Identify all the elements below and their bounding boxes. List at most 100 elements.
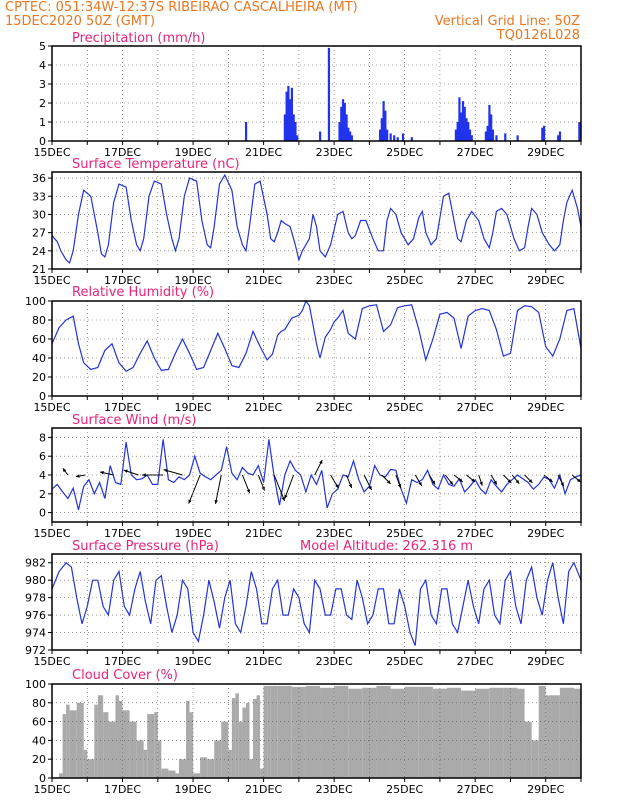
panel-title: Surface Pressure (hPa) [72, 539, 219, 554]
wind-arrowhead [548, 478, 553, 482]
x-tick-label: 21DEC [245, 783, 282, 796]
x-tick-label: 23DEC [316, 401, 353, 414]
cloud-bar [189, 712, 194, 778]
cloud-bar [376, 685, 391, 778]
precip-bar [542, 125, 546, 141]
y-tick-label: 21 [32, 263, 46, 276]
cloud-bar [193, 773, 201, 778]
cloud-bar [531, 740, 539, 778]
wind-arrow [215, 474, 222, 504]
cloud-bar [418, 686, 433, 778]
y-tick-label: 40 [32, 352, 46, 365]
precip-bar [380, 118, 383, 141]
cloud-bar [446, 687, 462, 778]
x-tick-label: 29DEC [527, 527, 564, 540]
wind-arrowhead [431, 480, 436, 485]
x-tick-label: 19DEC [175, 146, 212, 159]
y-tick-label: 976 [25, 609, 46, 622]
y-tick-label: 2 [39, 97, 46, 110]
cloud-bar [305, 685, 321, 778]
series-line [51, 173, 582, 264]
cloud-bar [122, 710, 130, 778]
cloud-bar [154, 712, 158, 778]
y-tick-label: 974 [25, 627, 46, 640]
cloud-bar [129, 721, 137, 778]
x-tick-label: 15DEC [33, 274, 70, 287]
cloud-bar [538, 685, 546, 778]
header-model-id: TQ0126L028 [496, 28, 580, 43]
cloud-bar [97, 695, 104, 778]
cloud-bar [267, 685, 271, 778]
cloud-bar [517, 688, 525, 778]
precip-bar [458, 97, 461, 141]
panel-frame [51, 171, 582, 270]
x-tick-label: 23DEC [316, 783, 353, 796]
precip-bar [319, 131, 322, 141]
series-line [51, 299, 582, 373]
precip-bar [558, 131, 562, 141]
cloud-bar [103, 712, 109, 778]
cloud-bar [348, 688, 363, 778]
cloud-bar [221, 721, 229, 778]
precip-bar [327, 47, 331, 141]
x-tick-label: 27DEC [457, 146, 494, 159]
panel-1: 21 24 27 30 33 36 15DEC 17DEC 19DEC 21DEC 23DEC 25D… [32, 157, 582, 287]
cloud-bar [524, 721, 532, 778]
y-tick-label: 1 [39, 116, 46, 129]
cloud-bar [200, 757, 208, 778]
precip-bar [340, 106, 343, 141]
cloud-bar [235, 693, 239, 778]
x-tick-label: 19DEC [175, 274, 212, 287]
panel-frame [51, 300, 582, 397]
cloud-bar [249, 759, 254, 778]
y-tick-label: 5 [39, 40, 46, 53]
precip-bar [495, 135, 498, 141]
wind-arrowhead [246, 489, 250, 494]
x-tick-label: 23DEC [316, 527, 353, 540]
panel-5: 0 20 40 60 80 100 15DEC 17DEC 19DEC 21DEC 23DEC 25D… [25, 668, 582, 796]
cloud-bar [404, 686, 419, 778]
precip-bar [345, 114, 348, 141]
cloud-bar [545, 695, 560, 778]
precip-bar [283, 114, 286, 141]
cloud-bar [263, 685, 268, 778]
precip-bar [491, 129, 495, 141]
x-tick-label: 23DEC [316, 655, 353, 668]
cloud-bar [168, 770, 176, 778]
y-tick-label: 27 [32, 227, 46, 240]
y-tick-label: 980 [25, 574, 46, 587]
precip-bar [401, 133, 405, 141]
x-tick-label: 17DEC [104, 783, 141, 796]
y-tick-label: 60 [32, 333, 46, 346]
wind-arrowhead [75, 474, 80, 478]
cloud-bar [186, 700, 190, 778]
y-tick-label: 972 [25, 644, 46, 657]
x-tick-label: 25DEC [386, 146, 423, 159]
precip-bar [350, 135, 353, 141]
x-tick-label: 15DEC [33, 146, 70, 159]
wind-arrowhead [62, 468, 67, 473]
wind-arrowhead [163, 468, 168, 473]
cloud-bar [87, 759, 95, 778]
cloud-bar [270, 685, 278, 778]
x-tick-label: 15DEC [33, 783, 70, 796]
wind-arrowhead [214, 499, 218, 504]
precip-bar [244, 122, 248, 141]
x-tick-label: 27DEC [457, 527, 494, 540]
x-tick-label: 15DEC [33, 655, 70, 668]
x-tick-label: 29DEC [527, 655, 564, 668]
header-date: 15DEC2020 50Z (GMT) [5, 14, 156, 29]
model-altitude-label: Model Altitude: 262.316 m [300, 539, 473, 554]
x-tick-label: 17DEC [104, 401, 141, 414]
x-tick-label: 19DEC [175, 401, 212, 414]
x-tick-label: 25DEC [386, 401, 423, 414]
x-tick-label: 17DEC [104, 655, 141, 668]
x-tick-label: 25DEC [386, 274, 423, 287]
cloud-bar [66, 704, 70, 778]
cloud-bar [214, 740, 222, 778]
precip-bar [386, 129, 389, 141]
cloud-bar [178, 759, 187, 778]
panel-frame [51, 553, 582, 651]
wind-arrowhead [368, 486, 372, 491]
panel-title: Precipitation (mm/h) [72, 31, 205, 46]
